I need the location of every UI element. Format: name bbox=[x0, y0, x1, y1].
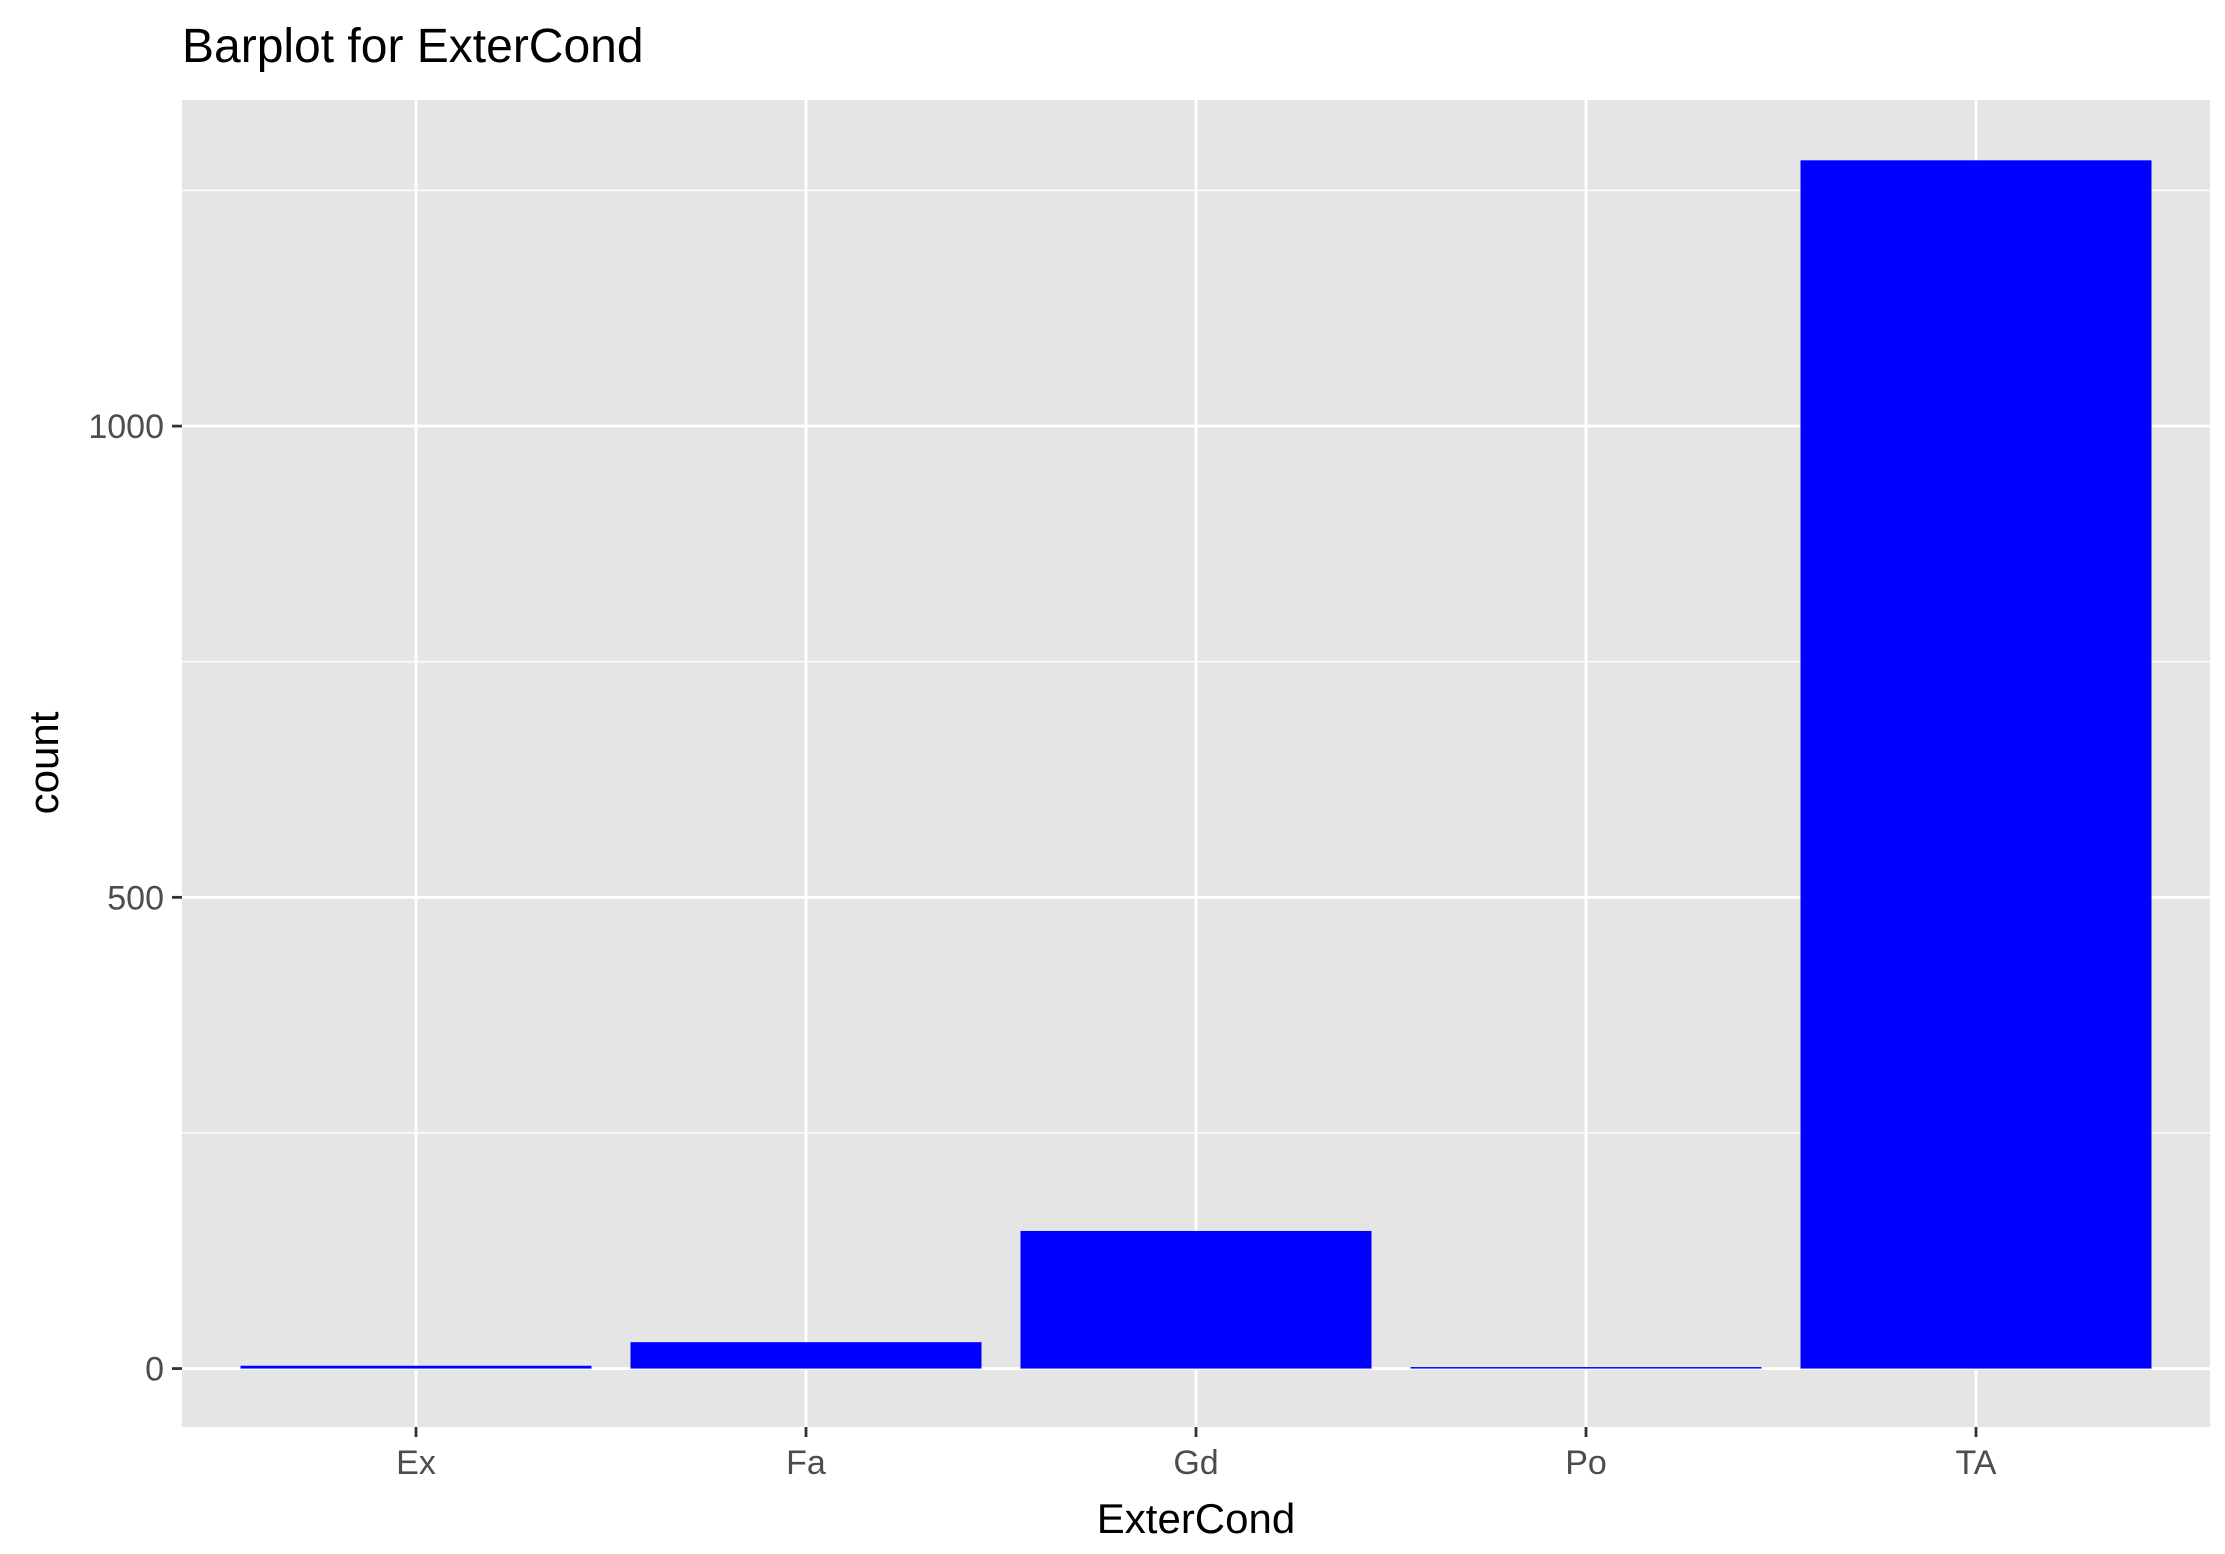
x-tick-label: Gd bbox=[1173, 1444, 1218, 1482]
y-axis-title: count bbox=[20, 711, 67, 814]
y-tick-label: 500 bbox=[107, 879, 164, 917]
bar-ex bbox=[240, 1365, 592, 1369]
x-tick-label: Ex bbox=[396, 1444, 436, 1482]
x-tick-label: Fa bbox=[786, 1444, 826, 1482]
x-axis-title: ExterCond bbox=[1097, 1495, 1295, 1542]
bars bbox=[240, 160, 2152, 1369]
bar-fa bbox=[630, 1342, 982, 1369]
axes: 0 500 1000 Ex Fa Gd Po TA bbox=[88, 408, 1996, 1482]
chart-title: Barplot for ExterCond bbox=[182, 20, 644, 73]
x-tick-label: Po bbox=[1565, 1444, 1607, 1482]
bar-gd bbox=[1020, 1230, 1372, 1369]
bar-po bbox=[1410, 1367, 1762, 1369]
y-tick-label: 1000 bbox=[88, 408, 164, 446]
bar-ta bbox=[1800, 160, 2152, 1369]
y-tick-label: 0 bbox=[145, 1351, 164, 1389]
x-tick-label: TA bbox=[1956, 1444, 1997, 1482]
